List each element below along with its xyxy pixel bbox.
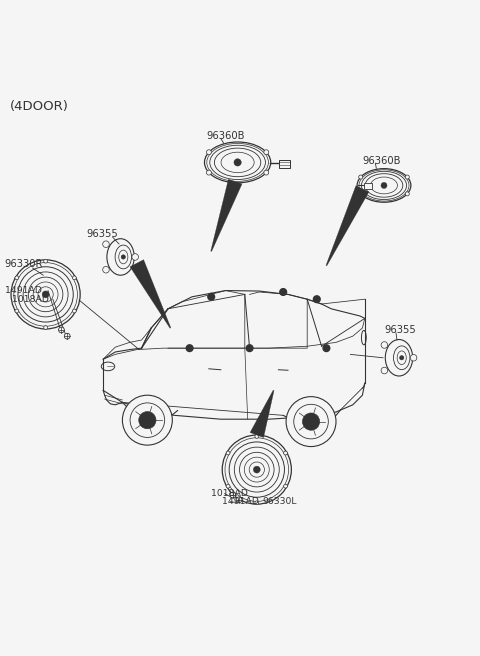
Text: 96330L: 96330L [263, 497, 297, 506]
Circle shape [313, 296, 320, 302]
Circle shape [44, 259, 48, 263]
Circle shape [208, 293, 215, 300]
Circle shape [206, 150, 211, 155]
Text: 96330R: 96330R [5, 259, 43, 269]
Circle shape [234, 159, 241, 166]
Circle shape [226, 484, 230, 488]
Circle shape [410, 354, 417, 361]
Circle shape [253, 466, 260, 473]
Circle shape [15, 309, 19, 313]
Circle shape [103, 266, 109, 273]
Polygon shape [211, 179, 242, 251]
Circle shape [381, 342, 388, 348]
Circle shape [72, 309, 76, 313]
Circle shape [405, 175, 409, 179]
Circle shape [359, 192, 363, 196]
Text: (4DOOR): (4DOOR) [10, 100, 69, 113]
Circle shape [103, 241, 109, 247]
Circle shape [15, 276, 19, 279]
Circle shape [284, 484, 288, 488]
Circle shape [302, 413, 320, 430]
Circle shape [42, 291, 49, 298]
Circle shape [121, 255, 125, 259]
Text: 1018AD: 1018AD [12, 295, 49, 304]
Text: 96355: 96355 [86, 229, 118, 239]
Circle shape [264, 170, 269, 175]
Circle shape [44, 325, 48, 329]
Text: 1491AD: 1491AD [5, 286, 42, 295]
Circle shape [246, 345, 253, 352]
Text: 1491AD: 1491AD [222, 497, 259, 506]
Bar [279, 159, 290, 168]
Circle shape [72, 276, 76, 279]
Circle shape [236, 497, 242, 502]
Circle shape [284, 451, 288, 455]
Circle shape [399, 356, 404, 360]
Circle shape [206, 170, 211, 175]
Text: 96360B: 96360B [362, 156, 401, 166]
Bar [364, 182, 372, 189]
Circle shape [405, 192, 409, 196]
Polygon shape [250, 390, 274, 438]
Circle shape [64, 333, 70, 339]
Text: 96360B: 96360B [206, 131, 245, 141]
Circle shape [381, 182, 387, 188]
Circle shape [286, 397, 336, 447]
Circle shape [264, 150, 269, 155]
Circle shape [230, 492, 236, 498]
Circle shape [122, 395, 172, 445]
Circle shape [132, 254, 138, 260]
Polygon shape [130, 260, 171, 328]
Circle shape [255, 501, 259, 504]
Circle shape [59, 327, 64, 333]
Circle shape [226, 451, 230, 455]
Text: 1018AD: 1018AD [211, 489, 248, 498]
Circle shape [359, 175, 363, 179]
Circle shape [280, 289, 287, 295]
Circle shape [186, 345, 193, 352]
Polygon shape [326, 186, 369, 266]
Circle shape [139, 411, 156, 429]
Text: 96355: 96355 [384, 325, 416, 335]
Circle shape [255, 434, 259, 438]
Circle shape [381, 367, 388, 374]
Circle shape [323, 345, 330, 352]
